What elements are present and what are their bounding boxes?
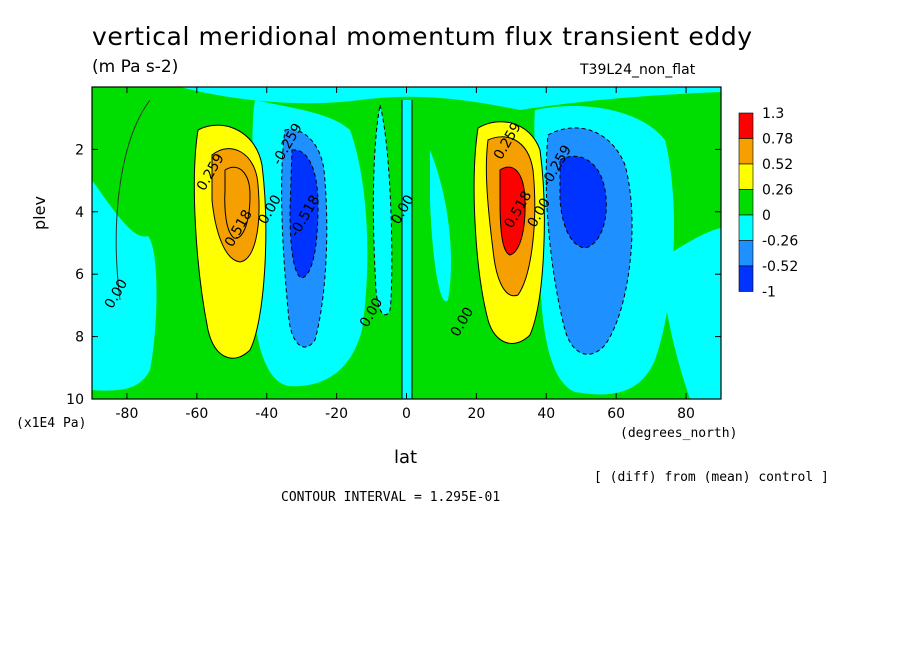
contour-line-sh-pos-2 [211,148,260,263]
x-axis-label: lat [394,447,418,468]
run-name: T39L24_non_flat [580,62,696,78]
colorbar-label: -1 [762,285,776,301]
colorbar-swatch [738,138,754,165]
colorbar-swatch [738,163,754,190]
contour-line-nh-pos-3 [499,166,526,256]
contour-line-sh-pos-3 [224,166,251,239]
contour-fill-equator-cyan [402,100,412,399]
contour-line-nh-pos-1 [473,121,545,344]
x-tick-label: 60 [607,406,625,422]
x-tick-label: 0 [402,406,411,422]
y-tick-label: 6 [75,267,84,283]
contour-fill-center-cyan [373,105,392,315]
diff-note: [ (diff) from (mean) control ] [594,470,829,485]
contour-line-nh-neg-2 [559,155,607,249]
contour-line-sh-weak [115,99,151,301]
colorbar-label: 0.52 [762,157,793,173]
contour-line-sh-pos-1 [193,124,267,359]
contour-fill-sh-pos-orange [212,148,260,262]
contour-line-sh-neg-1 [281,128,328,348]
colorbar: 1.3 0.78 0.52 0.26 0 -0.26 -0.52 -1 [738,106,798,301]
x-tick-label: -60 [185,406,208,422]
colorbar-swatch [738,112,754,139]
contour-lines-negative [281,104,633,355]
y-tick-label: 2 [75,142,84,158]
colorbar-label: -0.52 [762,259,798,275]
contour-fill-nh-neg-dark [560,156,607,248]
x-axis-unit: (degrees_north) [620,426,738,441]
colorbar-swatch [738,214,754,241]
contour-interval: CONTOUR INTERVAL = 1.295E-01 [281,490,501,505]
colorbar-label: 1.3 [762,106,784,122]
contour-fill-sh-cyan [92,180,157,391]
chart-units: (m Pa s-2) [92,57,179,77]
y-tick-label: 8 [75,330,84,346]
colorbar-label: 0.78 [762,132,793,148]
colorbar-swatch [738,240,754,267]
contour-line-zero-equator [401,100,413,399]
colorbar-label: 0 [762,208,771,224]
contour-fill-top-cyan [180,87,721,110]
contour-line-nh-pos-2 [485,136,536,297]
contour-fill-nh-cyan-small [430,150,451,302]
y-tick-label: 4 [75,205,84,221]
colorbar-label: 0.26 [762,183,793,199]
colorbar-swatch [738,189,754,216]
contour-fill-nh-edge-cyan [660,228,721,399]
chart-title: vertical meridional momentum flux transi… [92,22,753,51]
x-tick-label: -40 [255,406,278,422]
y-axis-ticks: 2 4 6 8 10 [66,142,721,408]
x-tick-label: 40 [537,406,555,422]
x-tick-label: 20 [467,406,485,422]
x-axis-ticks: -80 -60 -40 -20 0 20 40 60 80 [116,87,695,422]
y-axis-unit: (x1E4 Pa) [16,416,87,431]
contour-fill-nh-pos-red [500,167,526,255]
filled-contours [92,87,721,399]
colorbar-swatch [738,265,754,292]
contour-line-center-neg [372,104,393,316]
contour-line-nh-neg-1 [545,127,633,355]
contour-fill-sh-neg-dark [290,149,318,278]
x-tick-label: -20 [325,406,348,422]
x-tick-label: -80 [116,406,139,422]
x-tick-label: 80 [677,406,695,422]
contour-lines [115,99,545,399]
y-tick-label: 10 [66,392,84,408]
colorbar-label: -0.26 [762,234,798,250]
